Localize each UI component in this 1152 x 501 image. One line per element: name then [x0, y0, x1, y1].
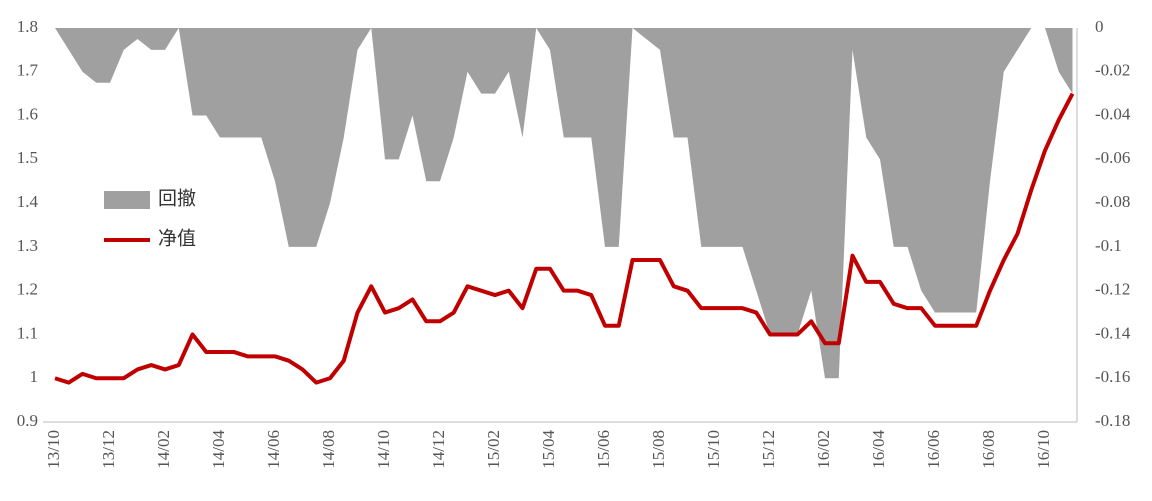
x-tick-label: 16/04: [869, 430, 888, 469]
y-tick-label: 1.3: [17, 236, 38, 255]
nav-line: [54, 92, 1075, 385]
x-tick-label: 13/12: [99, 430, 118, 469]
x-tick-label: 14/10: [374, 430, 393, 469]
y-tick-label: 1.6: [17, 104, 38, 123]
legend-swatch: [104, 191, 150, 209]
y2-tick-label: 0: [1095, 17, 1104, 36]
legend-label: 净值: [158, 227, 196, 249]
y-tick-label: 1.1: [17, 323, 38, 342]
x-tick-label: 14/04: [209, 430, 228, 469]
drawdown-area: [55, 28, 1073, 379]
y-tick-label: 1.2: [17, 280, 38, 299]
y2-tick-label: -0.18: [1095, 411, 1130, 430]
x-tick-label: 13/10: [44, 430, 63, 469]
x-tick-label: 16/02: [814, 430, 833, 469]
x-tick-label: 16/08: [979, 430, 998, 469]
x-tick-label: 15/08: [649, 430, 668, 469]
x-tick-label: 16/06: [924, 430, 943, 469]
x-tick-label: 15/10: [704, 430, 723, 469]
y2-tick-label: -0.06: [1095, 148, 1130, 167]
x-tick-label: 15/12: [759, 430, 778, 469]
x-tick-label: 14/02: [154, 430, 173, 469]
y-tick-label: 1.5: [17, 148, 38, 167]
y-tick-label: 1.8: [17, 17, 38, 36]
y2-tick-label: -0.02: [1095, 61, 1130, 80]
x-tick-label: 14/08: [319, 430, 338, 469]
x-tick-label: 15/04: [539, 430, 558, 469]
y2-tick-label: -0.14: [1095, 323, 1131, 342]
x-tick-label: 16/10: [1034, 430, 1053, 469]
y2-tick-label: -0.04: [1095, 104, 1131, 123]
y2-tick-label: -0.12: [1095, 280, 1130, 299]
y-tick-label: 1: [30, 367, 39, 386]
y-tick-label: 0.9: [17, 411, 38, 430]
legend-label: 回撤: [158, 187, 196, 209]
x-tick-label: 14/06: [264, 430, 283, 469]
y-tick-label: 1.4: [17, 192, 39, 211]
x-tick-label: 15/02: [484, 430, 503, 469]
x-tick-label: 14/12: [429, 430, 448, 469]
x-tick-label: 15/06: [594, 430, 613, 469]
y-tick-label: 1.7: [17, 61, 39, 80]
y2-tick-label: -0.1: [1095, 236, 1122, 255]
y2-tick-label: -0.16: [1095, 367, 1130, 386]
y2-tick-label: -0.08: [1095, 192, 1130, 211]
